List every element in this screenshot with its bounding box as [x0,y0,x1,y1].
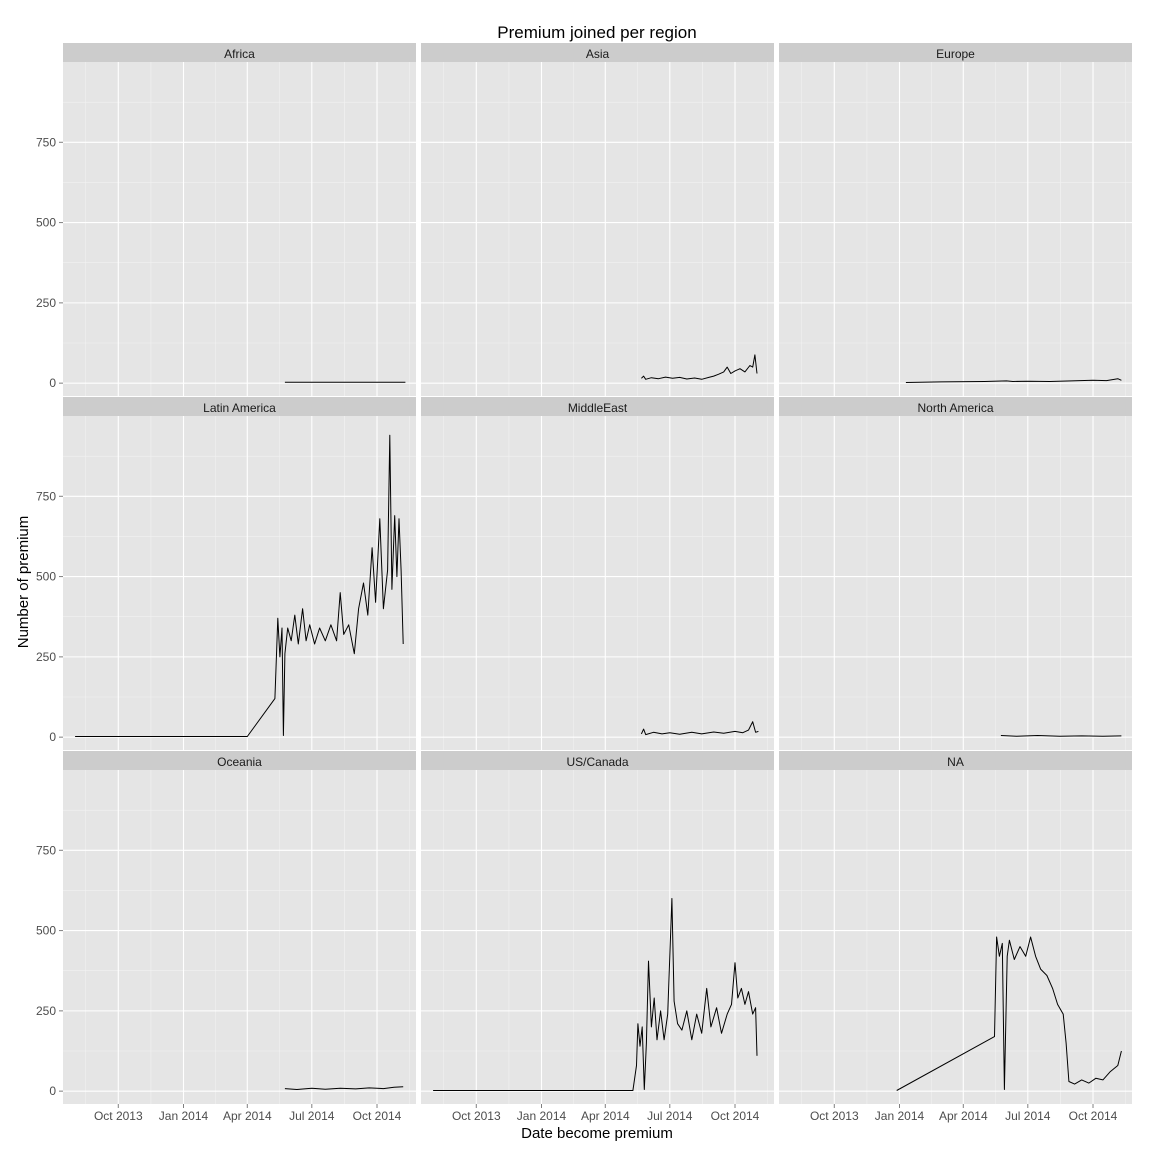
series-line [905,378,1122,383]
x-tick-label: Oct 2014 [1069,1109,1118,1123]
x-tick-label: Oct 2013 [94,1109,143,1123]
facet-na: NA Oct 2013 Jan 2014 Apr 2014 Jul 2014 Oct 20… [779,751,1132,1123]
facet-us-canada: US/Canada Oct 2013 Jan 2014 Apr 2014 Jul 201… [421,751,774,1123]
panel-background [779,62,1132,396]
y-tick-label: 750 [36,135,56,149]
facet-north-america: North America [779,397,1132,750]
facet-asia: Asia [421,43,774,396]
series-line [75,434,404,737]
facet-strip-label: Europe [936,47,975,61]
facet-strip-label: Oceania [217,755,262,769]
y-tick-label: 0 [49,376,56,390]
series-line [641,354,758,380]
facet-strip [421,751,774,770]
facet-strip-label: NA [947,755,964,769]
x-tick-label: Jul 2014 [289,1109,335,1123]
x-tick-label: Jan 2014 [517,1109,567,1123]
facet-strip [63,751,416,770]
facet-strip [63,43,416,62]
facet-strip [779,397,1132,416]
y-tick-label: 250 [36,296,56,310]
y-tick-label: 750 [36,489,56,503]
facet-strip [63,397,416,416]
y-tick-label: 250 [36,1004,56,1018]
series-line [1000,735,1122,737]
panel-background [63,62,416,396]
x-tick-label: Apr 2014 [939,1109,988,1123]
y-tick-label: 0 [49,1084,56,1098]
facet-strip [421,397,774,416]
facet-europe: Europe [779,43,1132,396]
facet-strip-label: Latin America [203,401,276,415]
x-tick-label: Apr 2014 [581,1109,630,1123]
series-line [896,936,1122,1091]
y-tick-label: 500 [36,570,56,584]
facet-oceania: Oceania 0 250 500 750 Oct 2013 Jan 2014 Apr 201… [36,751,416,1123]
facet-panels: Africa 0 250 500 750 Asia Europe Latin America 0… [36,43,1132,1123]
y-tick-label: 500 [36,216,56,230]
facet-strip-label: Asia [586,47,610,61]
x-tick-label: Jan 2014 [875,1109,925,1123]
y-tick-label: 0 [49,730,56,744]
panel-background [63,416,416,750]
facet-strip-label: US/Canada [566,755,628,769]
series-line [433,898,758,1091]
x-tick-label: Jan 2014 [159,1109,209,1123]
x-tick-label: Oct 2014 [353,1109,402,1123]
facet-strip-label: North America [917,401,993,415]
facet-strip-label: Africa [224,47,255,61]
y-tick-label: 250 [36,650,56,664]
x-tick-label: Oct 2013 [810,1109,859,1123]
facet-strip [779,751,1132,770]
facet-latin-america: Latin America 0 250 500 750 [36,397,416,750]
series-line [284,1086,404,1090]
x-tick-label: Jul 2014 [1005,1109,1051,1123]
panel-background [63,770,416,1104]
facet-africa: Africa 0 250 500 750 [36,43,416,396]
y-axis-title: Number of premium [15,516,32,649]
facet-strip [779,43,1132,62]
panel-background [779,416,1132,750]
panel-background [421,770,774,1104]
panel-background [421,416,774,750]
facet-middleeast: MiddleEast [421,397,774,750]
y-tick-label: 750 [36,843,56,857]
facet-strip-label: MiddleEast [568,401,628,415]
x-axis-title: Date become premium [521,1125,673,1142]
y-tick-label: 500 [36,924,56,938]
chart-title: Premium joined per region [497,23,696,42]
panel-background [779,770,1132,1104]
facet-strip [421,43,774,62]
series-line [640,721,759,736]
panel-background [421,62,774,396]
x-tick-label: Oct 2014 [711,1109,760,1123]
x-tick-label: Oct 2013 [452,1109,501,1123]
x-tick-label: Apr 2014 [223,1109,272,1123]
x-tick-label: Jul 2014 [647,1109,693,1123]
